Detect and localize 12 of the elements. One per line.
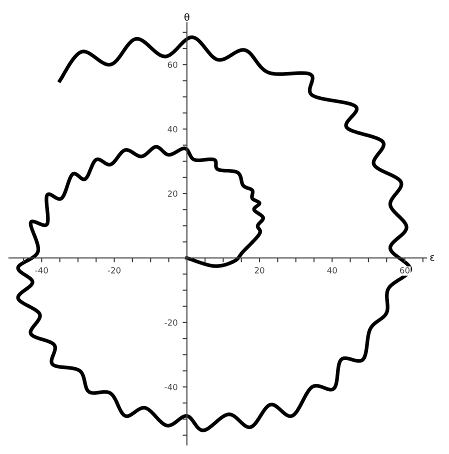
y-tick-label: 40	[168, 126, 178, 132]
y-tick-label: -40	[164, 384, 178, 390]
x-tick-label: 40	[327, 267, 337, 274]
y-tick-label: 60	[168, 62, 178, 68]
x-tick-label: -40	[35, 267, 48, 274]
x-tick-label: -20	[108, 267, 121, 274]
x-tick-label: 20	[254, 267, 264, 274]
x-tick-label: 60	[400, 267, 410, 274]
x-axis-title: ε	[430, 255, 434, 261]
y-tick-label: 20	[168, 190, 178, 197]
y-tick-label: -20	[164, 319, 178, 326]
y-axis-title: θ	[184, 13, 190, 21]
